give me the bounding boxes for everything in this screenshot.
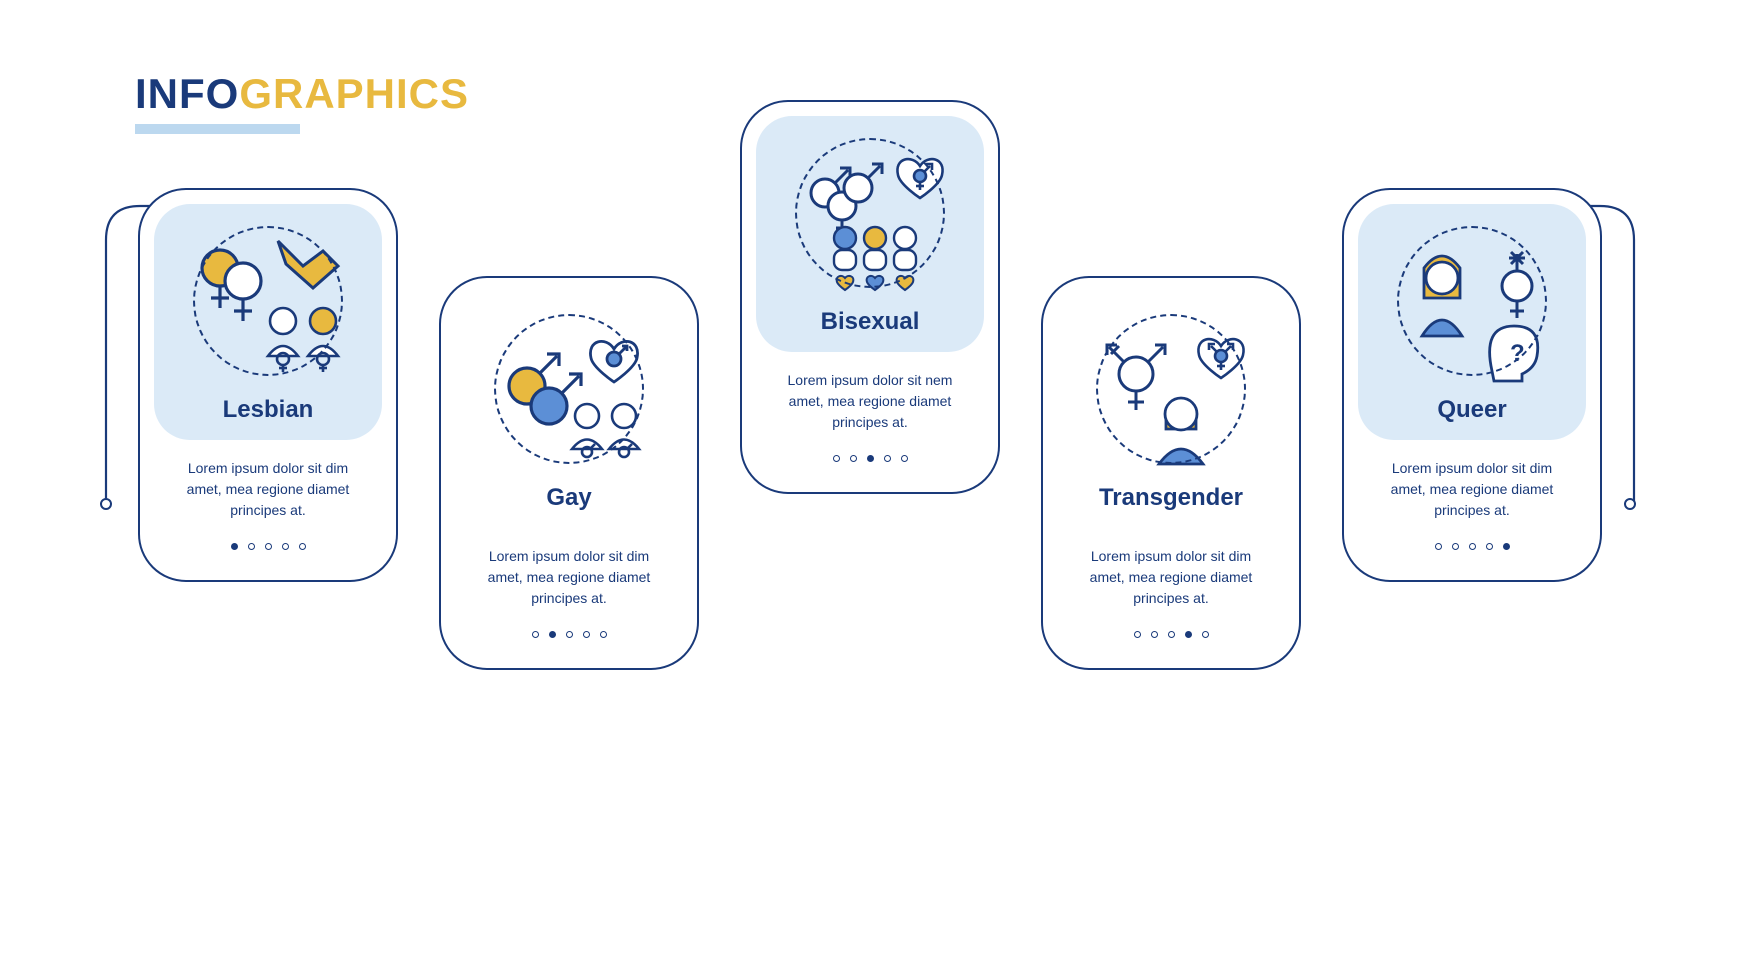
card-lower: Lorem ipsum dolor sit dim amet, mea regi…	[1358, 440, 1586, 521]
dots	[1435, 543, 1510, 550]
card-upper: ? Queer	[1358, 204, 1586, 440]
dot	[299, 543, 306, 550]
card-transgender: Transgender Lorem ipsum dolor sit dim am…	[1041, 276, 1301, 670]
card-upper: Bisexual	[756, 116, 984, 352]
card-gay: Gay Lorem ipsum dolor sit dim amet, mea …	[439, 276, 699, 670]
dot	[884, 455, 891, 462]
dot	[1435, 543, 1442, 550]
dots	[231, 543, 306, 550]
dot	[566, 631, 573, 638]
dot	[549, 631, 556, 638]
dot	[1202, 631, 1209, 638]
card-desc: Lorem ipsum dolor sit nem amet, mea regi…	[772, 370, 968, 433]
dot	[600, 631, 607, 638]
dot	[282, 543, 289, 550]
card-upper: Lesbian	[154, 204, 382, 440]
dots	[833, 455, 908, 462]
connector-endpoint-left	[100, 498, 112, 510]
card-lower: Lorem ipsum dolor sit dim amet, mea regi…	[154, 440, 382, 521]
card-desc: Lorem ipsum dolor sit dim amet, mea regi…	[471, 546, 667, 609]
card-lesbian: Lesbian Lorem ipsum dolor sit dim amet, …	[138, 188, 398, 582]
dots	[1134, 631, 1209, 638]
dot	[867, 455, 874, 462]
card-title: Queer	[1437, 396, 1506, 424]
dot	[1452, 543, 1459, 550]
cards-container: Lesbian Lorem ipsum dolor sit dim amet, …	[130, 100, 1610, 820]
card-bisexual: Bisexual Lorem ipsum dolor sit nem amet,…	[740, 100, 1000, 494]
dot	[265, 543, 272, 550]
bisexual-icon	[780, 138, 960, 298]
card-desc: Lorem ipsum dolor sit dim amet, mea regi…	[170, 458, 366, 521]
card-desc: Lorem ipsum dolor sit dim amet, mea regi…	[1073, 546, 1269, 609]
dot	[1134, 631, 1141, 638]
dot	[532, 631, 539, 638]
card-frame: Transgender Lorem ipsum dolor sit dim am…	[1041, 276, 1301, 670]
dot	[1503, 543, 1510, 550]
card-lower: Lorem ipsum dolor sit nem amet, mea regi…	[756, 352, 984, 433]
lesbian-icon	[178, 226, 358, 386]
dot	[231, 543, 238, 550]
card-upper: Gay	[455, 292, 683, 528]
card-title: Bisexual	[821, 308, 920, 336]
dot	[1168, 631, 1175, 638]
card-frame: Gay Lorem ipsum dolor sit dim amet, mea …	[439, 276, 699, 670]
card-queer: ? Queer Lorem ipsum dolor sit dim amet, …	[1342, 188, 1602, 582]
dot	[248, 543, 255, 550]
card-title: Gay	[546, 484, 591, 512]
card-upper: Transgender	[1057, 292, 1285, 528]
card-desc: Lorem ipsum dolor sit dim amet, mea regi…	[1374, 458, 1570, 521]
dot	[833, 455, 840, 462]
card-title: Lesbian	[223, 396, 314, 424]
dot	[1185, 631, 1192, 638]
transgender-icon	[1081, 314, 1261, 474]
gay-icon	[479, 314, 659, 474]
card-lower: Lorem ipsum dolor sit dim amet, mea regi…	[1057, 528, 1285, 609]
queer-icon: ?	[1382, 226, 1562, 386]
dots	[532, 631, 607, 638]
card-frame: Bisexual Lorem ipsum dolor sit nem amet,…	[740, 100, 1000, 494]
card-lower: Lorem ipsum dolor sit dim amet, mea regi…	[455, 528, 683, 609]
card-frame: ? Queer Lorem ipsum dolor sit dim amet, …	[1342, 188, 1602, 582]
dot	[901, 455, 908, 462]
dot	[850, 455, 857, 462]
dot	[1469, 543, 1476, 550]
dot	[583, 631, 590, 638]
card-frame: Lesbian Lorem ipsum dolor sit dim amet, …	[138, 188, 398, 582]
dot	[1151, 631, 1158, 638]
card-title: Transgender	[1099, 484, 1243, 512]
connector-endpoint-right	[1624, 498, 1636, 510]
dot	[1486, 543, 1493, 550]
